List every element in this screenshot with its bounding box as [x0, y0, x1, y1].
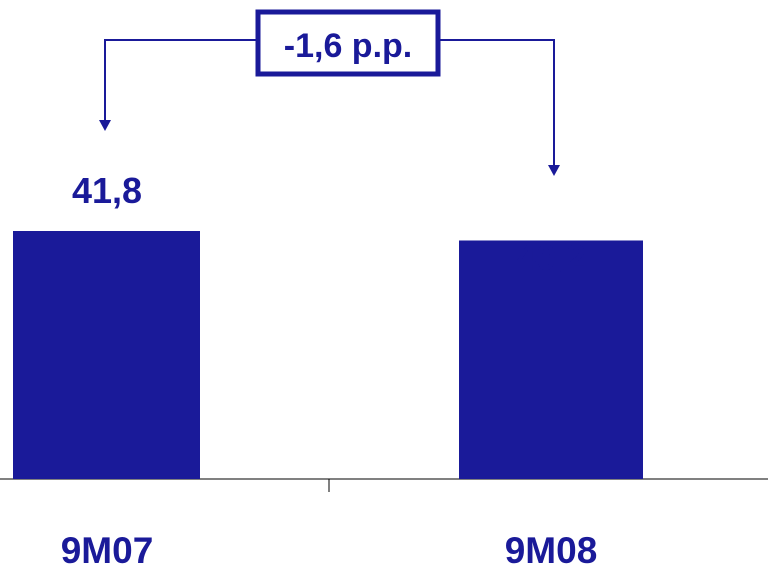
bar-9m07 [13, 231, 200, 479]
value-label-9m07: 41,8 [72, 170, 142, 211]
category-label-9m07: 9M07 [61, 530, 154, 570]
annotation-box [255, 9, 441, 77]
connector-right [438, 39, 555, 165]
annotation-text: -1,6 p.p. [284, 27, 412, 65]
arrow-right-head [548, 165, 560, 176]
arrow-left-head [99, 120, 111, 131]
connector-left [104, 39, 258, 120]
difference-connector [99, 39, 560, 176]
bar-9m08 [459, 240, 643, 479]
value-label-9m08: 40,2 [516, 237, 586, 278]
category-label-9m08: 9M08 [505, 530, 598, 570]
